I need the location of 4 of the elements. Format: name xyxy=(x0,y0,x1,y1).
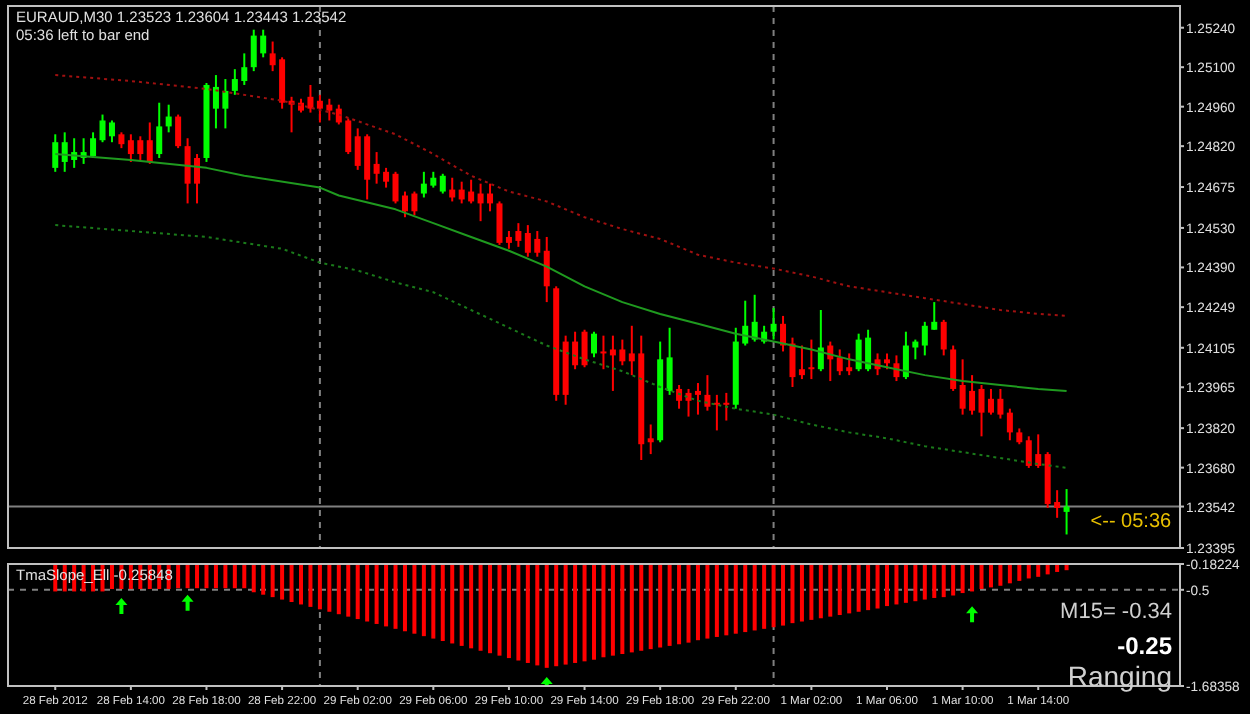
annotation: Ranging xyxy=(1067,660,1172,692)
annotation: <-- 05:36 xyxy=(1090,510,1173,533)
annotation: -0.25 xyxy=(1117,632,1173,660)
annotation: M15= -0.34 xyxy=(1060,600,1172,624)
